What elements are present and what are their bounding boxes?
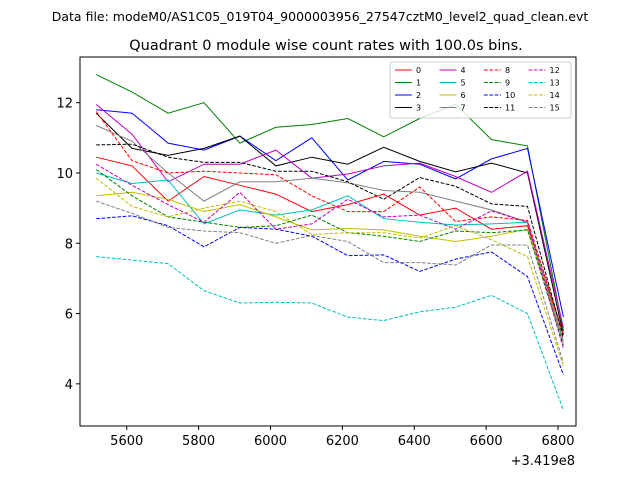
series-line-11 <box>96 143 564 339</box>
x-tick-label: 6000 <box>254 434 287 449</box>
series-line-3 <box>95 112 564 335</box>
legend-label-0: 0 <box>416 66 421 75</box>
y-tick-label: 8 <box>65 237 73 252</box>
legend-label-2: 2 <box>416 91 421 100</box>
y-tick-label: 6 <box>65 308 73 323</box>
series-line-7 <box>95 125 564 342</box>
x-tick-label: 6200 <box>326 434 359 449</box>
legend-label-10: 10 <box>505 91 515 100</box>
chart-suptitle: Data file: modeM0/AS1C05_019T04_90000039… <box>52 9 589 24</box>
x-tick-label: 6600 <box>470 434 503 449</box>
legend-label-15: 15 <box>550 104 560 113</box>
x-offset-label: +3.419e8 <box>511 454 575 469</box>
legend-label-7: 7 <box>461 104 466 113</box>
y-axis: 4 6 8 10 12 <box>56 97 80 393</box>
series-line-10 <box>96 215 564 376</box>
y-tick-label: 12 <box>56 97 73 112</box>
series-line-4 <box>95 104 564 328</box>
legend-label-6: 6 <box>461 91 466 100</box>
legend-label-5: 5 <box>461 79 466 88</box>
series-line-9 <box>95 169 564 346</box>
chart-title: Quadrant 0 module wise count rates with … <box>129 38 523 54</box>
y-tick-label: 10 <box>56 167 73 182</box>
series-line-0 <box>96 156 564 335</box>
y-tick-label: 4 <box>65 378 73 393</box>
series-line-8 <box>95 111 564 335</box>
series-line-1 <box>95 74 564 332</box>
legend-label-8: 8 <box>505 66 510 75</box>
legend-label-11: 11 <box>505 104 515 113</box>
legend-label-14: 14 <box>550 91 560 100</box>
series-line-14 <box>95 177 564 367</box>
axes-frame <box>79 56 577 427</box>
legend-label-3: 3 <box>416 104 421 113</box>
legend-label-9: 9 <box>505 79 510 88</box>
series-line-5 <box>96 172 564 342</box>
x-tick-label: 5600 <box>110 434 143 449</box>
legend-box <box>389 61 572 119</box>
x-tick-label: 6800 <box>541 434 574 449</box>
x-tick-label: 5800 <box>182 434 215 449</box>
series-line-13 <box>96 256 564 411</box>
series-line-15 <box>96 200 564 363</box>
legend-label-4: 4 <box>461 66 466 75</box>
series-line-2 <box>96 109 564 318</box>
x-tick-label: 6400 <box>398 434 431 449</box>
x-axis: 5600 5800 6000 6200 6400 6600 6800 <box>110 426 575 449</box>
legend-label-12: 12 <box>550 66 560 75</box>
series-line-12 <box>95 163 564 349</box>
legend-label-1: 1 <box>416 79 421 88</box>
legend-label-13: 13 <box>550 79 560 88</box>
plot-area <box>95 74 564 411</box>
